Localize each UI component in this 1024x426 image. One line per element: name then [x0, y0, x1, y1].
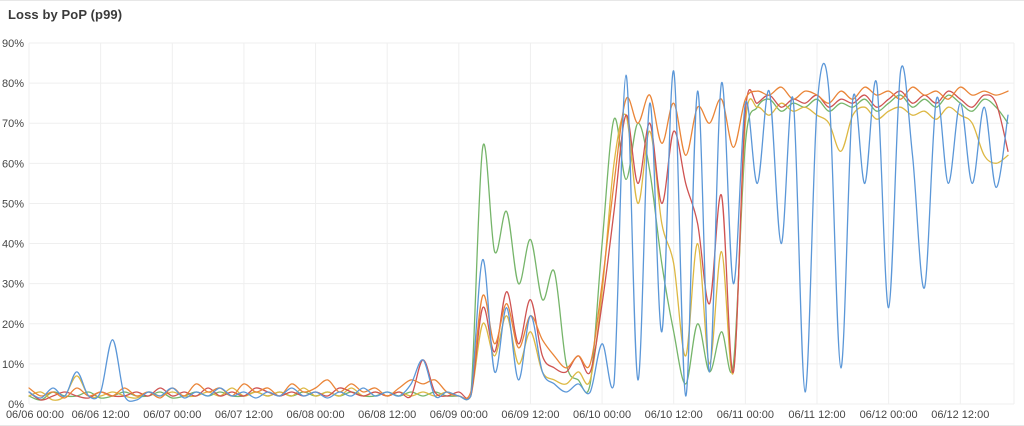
x-tick-label: 06/07 12:00: [215, 409, 273, 421]
chart-title: Loss by PoP (p99): [8, 7, 123, 22]
x-tick-label: 06/09 12:00: [501, 409, 559, 421]
x-tick-label: 06/08 12:00: [358, 409, 416, 421]
y-tick-label: 70%: [2, 118, 24, 130]
y-tick-label: 10%: [2, 359, 24, 371]
y-tick-label: 60%: [2, 158, 24, 170]
x-tick-label: 06/10 12:00: [645, 409, 703, 421]
x-tick-label: 06/07 00:00: [143, 409, 201, 421]
x-tick-label: 06/12 12:00: [931, 409, 989, 421]
series-line-yellow: [28, 98, 1009, 401]
y-tick-label: 20%: [2, 319, 24, 331]
x-tick-label: 06/12 00:00: [860, 409, 918, 421]
y-tick-label: 80%: [2, 78, 24, 90]
x-tick-label: 06/09 00:00: [430, 409, 488, 421]
y-tick-label: 40%: [2, 239, 24, 251]
y-tick-label: 30%: [2, 279, 24, 291]
y-tick-label: 0%: [8, 399, 24, 411]
y-tick-label: 50%: [2, 198, 24, 210]
series-line-orange: [28, 86, 1009, 400]
x-tick-label: 06/06 12:00: [72, 409, 130, 421]
x-tick-label: 06/10 00:00: [573, 409, 631, 421]
x-tick-label: 06/11 00:00: [717, 409, 774, 421]
series-line-green: [28, 94, 1009, 401]
x-tick-label: 06/08 00:00: [286, 409, 344, 421]
series-line-red: [28, 89, 1009, 401]
x-tick-label: 06/06 00:00: [6, 409, 64, 421]
y-tick-label: 90%: [2, 38, 24, 50]
series-line-blue: [28, 62, 1009, 402]
x-tick-label: 06/11 12:00: [788, 409, 845, 421]
